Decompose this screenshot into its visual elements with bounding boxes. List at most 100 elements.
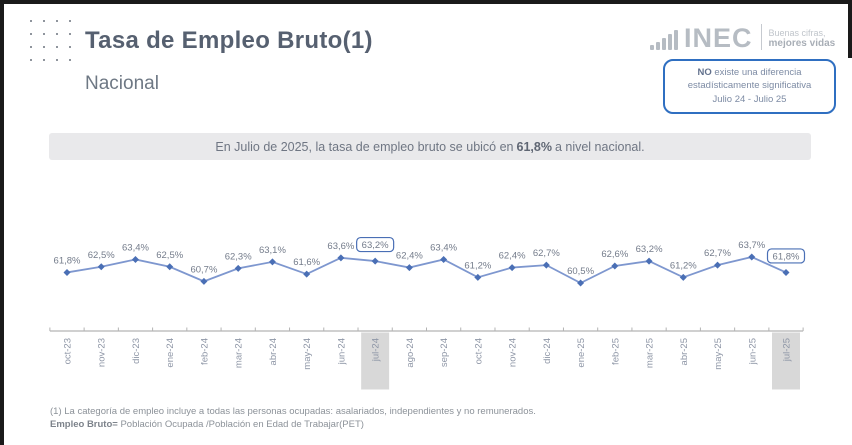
value-label: 60,5%: [567, 266, 594, 277]
data-point-marker: [405, 264, 413, 272]
x-axis-label: jul-25: [782, 338, 793, 362]
value-label: 62,6%: [601, 249, 628, 260]
value-label: 63,1%: [259, 245, 286, 256]
data-point-marker: [166, 263, 174, 271]
highlighted-value-box: [356, 236, 395, 253]
value-label: 63,4%: [430, 242, 457, 253]
value-label: 62,4%: [499, 251, 526, 262]
x-axis-label: abr-25: [679, 338, 690, 365]
data-point-marker: [63, 268, 71, 276]
value-label: 63,4%: [122, 242, 149, 253]
x-axis-label: dic-23: [131, 338, 142, 364]
data-point-marker: [782, 268, 790, 276]
x-axis-label: ene-24: [165, 338, 176, 368]
x-axis-label: ago-24: [405, 338, 416, 368]
significance-note-box: NO existe una diferencia estadísticament…: [663, 59, 836, 114]
x-axis-label: nov-23: [97, 338, 108, 367]
value-label: 63,7%: [738, 240, 765, 251]
value-label: 62,3%: [225, 251, 252, 262]
value-label: 63,2%: [636, 244, 663, 255]
value-label: 61,2%: [464, 260, 491, 271]
logo-tagline: Buenas cifras, mejores vidas: [769, 28, 836, 50]
page-border-left: [0, 0, 4, 445]
data-point-marker: [679, 273, 687, 281]
x-axis-label: mar-24: [234, 338, 245, 368]
page-border-right: [848, 0, 852, 58]
employment-rate-chart: 61,8% 62,5% 63,4% 62,5% 60,7% 62,3% 63,1% 61,6%…: [38, 205, 818, 405]
data-point-marker: [131, 255, 139, 263]
page-subtitle: Nacional: [85, 73, 159, 94]
x-axis-label: dic-24: [542, 338, 553, 364]
x-axis-label: oct-24: [473, 338, 484, 364]
x-axis-label: mar-25: [645, 338, 656, 368]
value-label: 61,6%: [293, 257, 320, 268]
logo-text: INEC: [684, 23, 753, 53]
value-label: 63,6%: [327, 241, 354, 252]
value-label: 61,2%: [670, 260, 697, 271]
value-label: 63,2%: [362, 240, 389, 251]
note-emphasis: NO: [697, 67, 712, 78]
x-axis-label: ene-25: [576, 338, 587, 368]
note-line2: estadísticamente significativa: [687, 80, 812, 92]
x-axis-label: nov-24: [508, 338, 519, 367]
value-label: 61,8%: [54, 255, 81, 266]
value-label: 62,7%: [704, 248, 731, 259]
highlighted-value-box: [766, 248, 806, 264]
category-highlight: [772, 332, 800, 390]
x-axis-label: may-25: [713, 338, 724, 370]
category-highlight: [361, 332, 390, 390]
footnote-line2-bold: Empleo Bruto=: [50, 418, 118, 430]
data-point-marker: [337, 254, 345, 262]
x-axis-label: feb-25: [610, 338, 621, 365]
data-point-marker: [234, 264, 242, 272]
data-point-marker: [268, 258, 276, 266]
data-point-marker: [645, 257, 653, 265]
data-point-marker: [97, 263, 105, 271]
logo-divider: [760, 24, 762, 50]
x-axis-label: may-24: [302, 338, 313, 370]
x-axis-label: jun-25: [747, 338, 758, 365]
x-axis-label: feb-24: [199, 338, 210, 365]
note-line3: Julio 24 - Julio 25: [712, 93, 787, 105]
x-axis-label: oct-23: [63, 338, 74, 364]
banner-value: 61,8%: [516, 139, 552, 154]
data-point-marker: [200, 277, 208, 285]
bar-chart-icon: [650, 30, 680, 50]
note-line1: existe una diferencia: [711, 67, 802, 78]
x-axis-label: jun-24: [336, 338, 347, 365]
data-point-marker: [508, 264, 516, 272]
dot-grid-icon: [30, 20, 71, 61]
footnote-line1: (1) La categoría de empleo incluye a tod…: [50, 406, 536, 417]
banner-text-after: a nivel nacional.: [554, 139, 645, 154]
data-point-marker: [371, 257, 379, 265]
employment-rate-line: [66, 256, 787, 285]
value-label: 60,7%: [190, 264, 217, 275]
x-axis-label: abr-24: [268, 338, 279, 365]
page-title: Tasa de Empleo Bruto(1): [85, 27, 373, 54]
x-axis-label: sep-24: [439, 338, 450, 367]
value-label: 62,5%: [156, 250, 183, 261]
page-border-top: [0, 0, 852, 4]
data-point-marker: [440, 255, 448, 263]
data-point-marker: [303, 270, 311, 278]
value-label: 61,8%: [773, 251, 800, 262]
value-label: 62,4%: [396, 251, 423, 262]
summary-banner: En Julio de 2025, la tasa de empleo brut…: [49, 133, 811, 160]
data-point-marker: [474, 273, 482, 281]
logo-tagline-line2: mejores vidas: [768, 38, 836, 49]
employment-line-chart-svg: 61,8% 62,5% 63,4% 62,5% 60,7% 62,3% 63,1% 61,6%…: [49, 236, 806, 390]
data-point-marker: [748, 253, 756, 261]
footnotes: (1) La categoría de empleo incluye a tod…: [50, 406, 536, 432]
footnote-line2-rest: Población Ocupada /Población en Edad de …: [117, 418, 364, 430]
value-label: 62,7%: [533, 248, 560, 259]
x-axis-label: jul-24: [371, 338, 382, 362]
logo-tagline-line1: Buenas cifras,: [768, 28, 826, 38]
inec-logo: INEC Buenas cifras, mejores vidas: [650, 23, 836, 53]
data-point-marker: [611, 262, 619, 270]
banner-text-before: En Julio de 2025, la tasa de empleo brut…: [215, 139, 514, 154]
data-point-marker: [714, 261, 722, 269]
data-point-marker: [542, 261, 550, 269]
data-point-marker: [577, 279, 585, 287]
value-label: 62,5%: [88, 250, 115, 261]
